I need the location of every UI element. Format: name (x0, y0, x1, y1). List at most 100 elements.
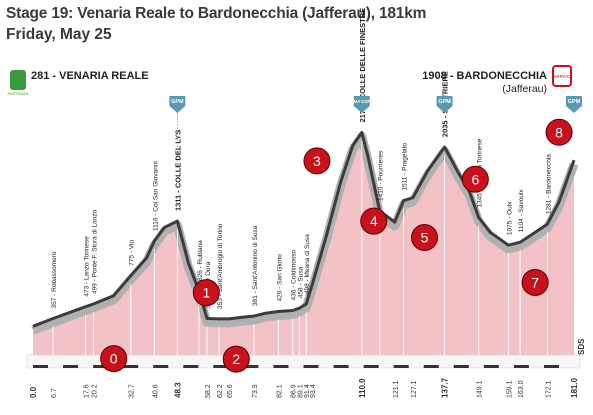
point-label: 1116 - Col San Giovanni (152, 161, 159, 231)
climb-banner-label: GPM (438, 99, 451, 105)
x-tick-label: 40.6 (152, 384, 159, 398)
scale-stripe (273, 365, 289, 368)
scale-stripe (213, 365, 229, 368)
x-tick-label: 65.6 (227, 384, 234, 398)
profile-area (33, 132, 574, 355)
finish-sublabel: (Jafferau) (502, 83, 547, 95)
marker-circle (303, 147, 331, 175)
x-tick-label: 32.7 (129, 384, 136, 398)
x-tick-label: 181.0 (570, 377, 579, 398)
point-label: 1104 - Savoulx (518, 189, 525, 233)
scale-stripe (423, 365, 439, 368)
marker-label: 7 (531, 274, 539, 290)
marker-label: 5 (421, 230, 429, 246)
x-tick-label: 163.0 (518, 380, 525, 398)
marker-circle (545, 118, 573, 146)
scale-stripe (363, 365, 379, 368)
scale-stripe (63, 365, 79, 368)
climb-banner-label: GPM (171, 99, 184, 105)
marker-circle (222, 345, 250, 373)
x-tick-label: 0.0 (29, 386, 38, 398)
point-label: 1410 - Pourrieres (378, 150, 385, 201)
point-label: 775 - Viù (129, 240, 136, 266)
marker-circle (100, 345, 128, 373)
x-tick-label: 62.2 (217, 384, 224, 398)
point-label: 436 - Coldimosso (291, 249, 298, 300)
marker-label: 2 (232, 351, 240, 367)
profile-line (32, 131, 576, 328)
point-label: 499 - Ponte F. Stura di Lanzo (91, 209, 98, 294)
x-tick-label: 137.7 (441, 377, 450, 398)
climb-banner-icon (436, 96, 453, 113)
start-flag-icon (10, 70, 26, 90)
point-label: 2178 - COLLE DELLE FINESTRE (358, 8, 367, 123)
scale-stripe (393, 365, 409, 368)
marker-label: 0 (110, 351, 118, 367)
scale-stripe (93, 365, 109, 368)
point-label: 426 - San Giorio (276, 254, 283, 302)
marker-circle (521, 268, 549, 296)
scale-stripe (453, 365, 469, 368)
x-tick-label: 58.2 (205, 384, 212, 398)
marker-circle (461, 165, 489, 193)
point-label: 626 - Rubiana (197, 240, 204, 281)
point-label: 1511 - Pragelato (402, 143, 409, 191)
x-tick-label: 73.9 (252, 384, 259, 398)
marker-circle (411, 224, 439, 251)
x-tick-label: 48.3 (173, 382, 182, 398)
point-label: 1311 - COLLE DEL LYS (173, 130, 182, 211)
x-tick-label: 127.1 (411, 380, 418, 398)
point-label: 357 - Robassomero (51, 251, 58, 308)
marker-label: 3 (313, 153, 321, 169)
point-label: 381 - Sant'Antonino di Susa (252, 225, 259, 306)
x-tick-label: 20.2 (91, 384, 98, 398)
x-tick-label: 6.7 (51, 388, 58, 398)
marker-label: 4 (370, 213, 378, 229)
scale-stripe (483, 365, 499, 368)
climb-banner-label: GPM (568, 99, 581, 105)
x-tick-label: 93.4 (310, 384, 317, 398)
x-tick-label: 17.6 (84, 384, 91, 398)
marker-label: 6 (471, 171, 479, 187)
climb-banner-label: CIMA COPPI (349, 99, 374, 104)
scale-stripe (123, 365, 139, 368)
start-label: 281 - VENARIA REALE (31, 70, 149, 82)
x-tick-label: 86.9 (291, 384, 298, 398)
page-title: Stage 19: Venaria Reale to Bardonecchia … (6, 5, 427, 22)
point-label: 498 - Meana di Susa (304, 234, 311, 294)
finish-flag-icon (552, 65, 572, 87)
x-tick-label: 172.1 (545, 380, 552, 398)
x-tick-label: 159.1 (507, 380, 514, 398)
climb-banner-icon (353, 96, 370, 113)
scale-stripe (303, 365, 319, 368)
point-label: 473 - Lanzo Torinese (84, 236, 91, 297)
marker-circle (360, 207, 388, 235)
point-label: 1075 - Oulx (507, 201, 514, 235)
x-tick-label: 149.1 (477, 380, 484, 398)
x-tick-label: 110.0 (358, 378, 367, 398)
scale-stripe (33, 365, 49, 368)
x-tick-label: 121.1 (393, 380, 400, 398)
finish-label: 1908 - BARDONECCHIA (422, 70, 547, 82)
climb-banner-icon (169, 96, 186, 113)
marker-circle (192, 279, 220, 307)
climb-banner-icon (566, 96, 582, 113)
scale-stripe (333, 365, 349, 368)
scale-stripe (543, 365, 559, 368)
scale-stripe (153, 365, 169, 368)
point-label: 458 - Susa (297, 266, 304, 298)
start-icon-text: PARTENZA (8, 91, 29, 96)
finish-icon-text: ARRIVO (553, 74, 571, 79)
scale-stripe (183, 365, 199, 368)
scale-stripe (513, 365, 529, 368)
scale-stripe (243, 365, 259, 368)
x-tick-label: 91.4 (304, 384, 311, 398)
x-tick-label: 82.1 (276, 384, 283, 398)
x-tick-label: 89.1 (297, 384, 304, 398)
page-subtitle: Friday, May 25 (6, 26, 112, 43)
point-label: 1281 - Bardonecchia (545, 154, 552, 214)
point-label: 353 - Sant'Ambrogio di Torino (217, 223, 224, 309)
footer-logo-text: SDS (577, 338, 586, 355)
marker-label: 8 (555, 124, 563, 140)
